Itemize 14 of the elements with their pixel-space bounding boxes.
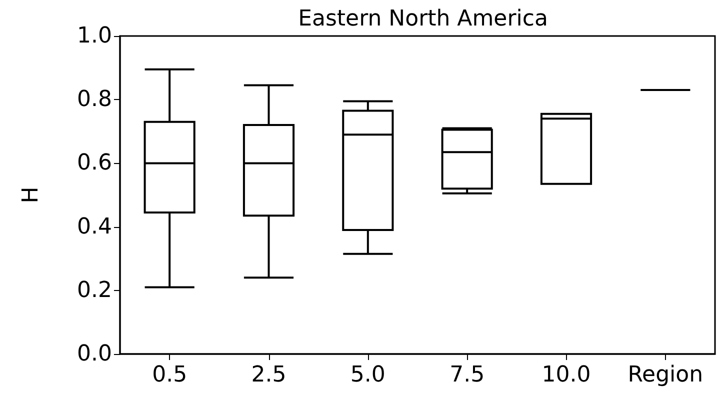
x-tick-label: 10.0 (542, 362, 591, 388)
x-tick-label: Region (628, 362, 704, 388)
y-tick-label: 1.0 (77, 24, 112, 48)
y-tick-label: 0.8 (77, 87, 112, 112)
y-tick-label: 0.4 (77, 214, 112, 240)
x-tick-label: 0.5 (152, 362, 188, 388)
y-tick-label: 0.2 (77, 278, 112, 303)
x-tick-label: 7.5 (450, 362, 485, 388)
chart-title: Eastern North America (298, 6, 548, 32)
x-tick-label: 2.5 (251, 362, 286, 388)
y-axis-title: H (18, 186, 44, 204)
y-tick-label: 0.0 (77, 342, 112, 366)
y-tick-label: 0.6 (77, 150, 112, 176)
x-tick-label: 5.0 (350, 362, 386, 388)
